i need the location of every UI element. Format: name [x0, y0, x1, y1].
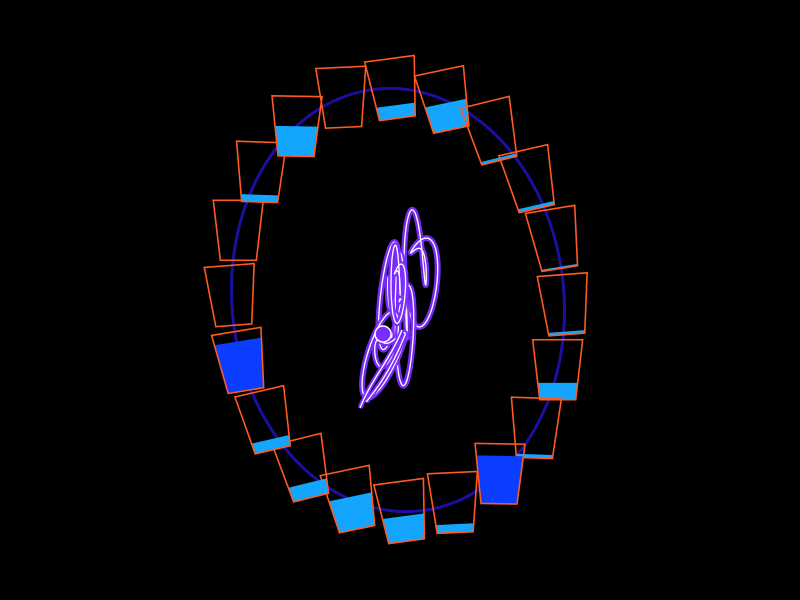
cup-outline	[372, 477, 426, 545]
cups-group	[203, 54, 588, 545]
cup-icon	[271, 432, 330, 503]
cup-outline	[536, 271, 588, 337]
cup-icon	[497, 143, 556, 214]
trajectory-line	[403, 209, 439, 328]
cup-outline	[319, 464, 376, 534]
cup-outline	[233, 384, 292, 455]
cup-outline	[314, 65, 367, 130]
chaotic-trajectory-icon	[357, 206, 441, 409]
cup-water	[214, 337, 264, 394]
cup-outline	[203, 262, 255, 328]
cup-icon	[536, 271, 588, 337]
cup-outline	[510, 396, 563, 460]
cup-water	[251, 434, 291, 454]
cup-icon	[372, 477, 426, 545]
cup-icon	[459, 95, 518, 166]
trajectory-line	[390, 244, 407, 324]
cup-water	[376, 102, 416, 121]
cup-icon	[271, 94, 323, 158]
cup-icon	[319, 464, 376, 534]
cup-water	[480, 153, 517, 165]
cup-icon	[426, 470, 479, 535]
cup-water	[476, 455, 524, 505]
cup-outline	[210, 326, 265, 395]
cup-outline	[235, 140, 288, 204]
wheel-rim	[229, 86, 567, 514]
trajectory-line	[359, 329, 406, 409]
cup-water	[275, 125, 318, 157]
cup-icon	[235, 140, 288, 204]
cup-icon	[510, 396, 563, 460]
cup-outline	[459, 95, 518, 166]
cup-icon	[233, 384, 292, 455]
cup-outline	[497, 143, 556, 214]
cup-water	[517, 200, 555, 213]
cup-icon	[474, 442, 526, 505]
cup-water	[425, 98, 469, 134]
cup-outline	[271, 432, 330, 503]
cup-icon	[363, 54, 417, 122]
waterwheel-ring-icon	[229, 86, 567, 514]
cup-water	[435, 523, 474, 534]
cup-icon	[203, 262, 255, 328]
cup-outline	[271, 94, 323, 158]
cup-outline	[474, 442, 526, 505]
cup-icon	[413, 64, 470, 135]
cup-water	[241, 194, 279, 203]
cup-water	[537, 382, 578, 400]
cup-outline	[531, 338, 584, 401]
cup-outline	[363, 54, 417, 122]
cup-water	[328, 492, 375, 533]
cup-icon	[314, 65, 367, 130]
cup-water	[382, 513, 425, 544]
cup-outline	[426, 470, 479, 535]
state-marker-icon	[374, 325, 392, 343]
cup-water	[288, 478, 329, 502]
cup-icon	[210, 326, 265, 395]
cup-icon	[531, 338, 584, 401]
cup-outline	[413, 64, 470, 135]
cup-outline	[524, 204, 579, 273]
cup-icon	[524, 204, 579, 273]
